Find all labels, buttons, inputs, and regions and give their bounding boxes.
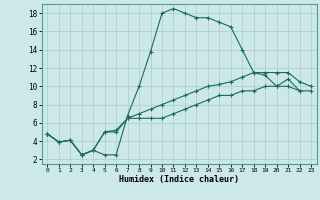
X-axis label: Humidex (Indice chaleur): Humidex (Indice chaleur) <box>119 175 239 184</box>
